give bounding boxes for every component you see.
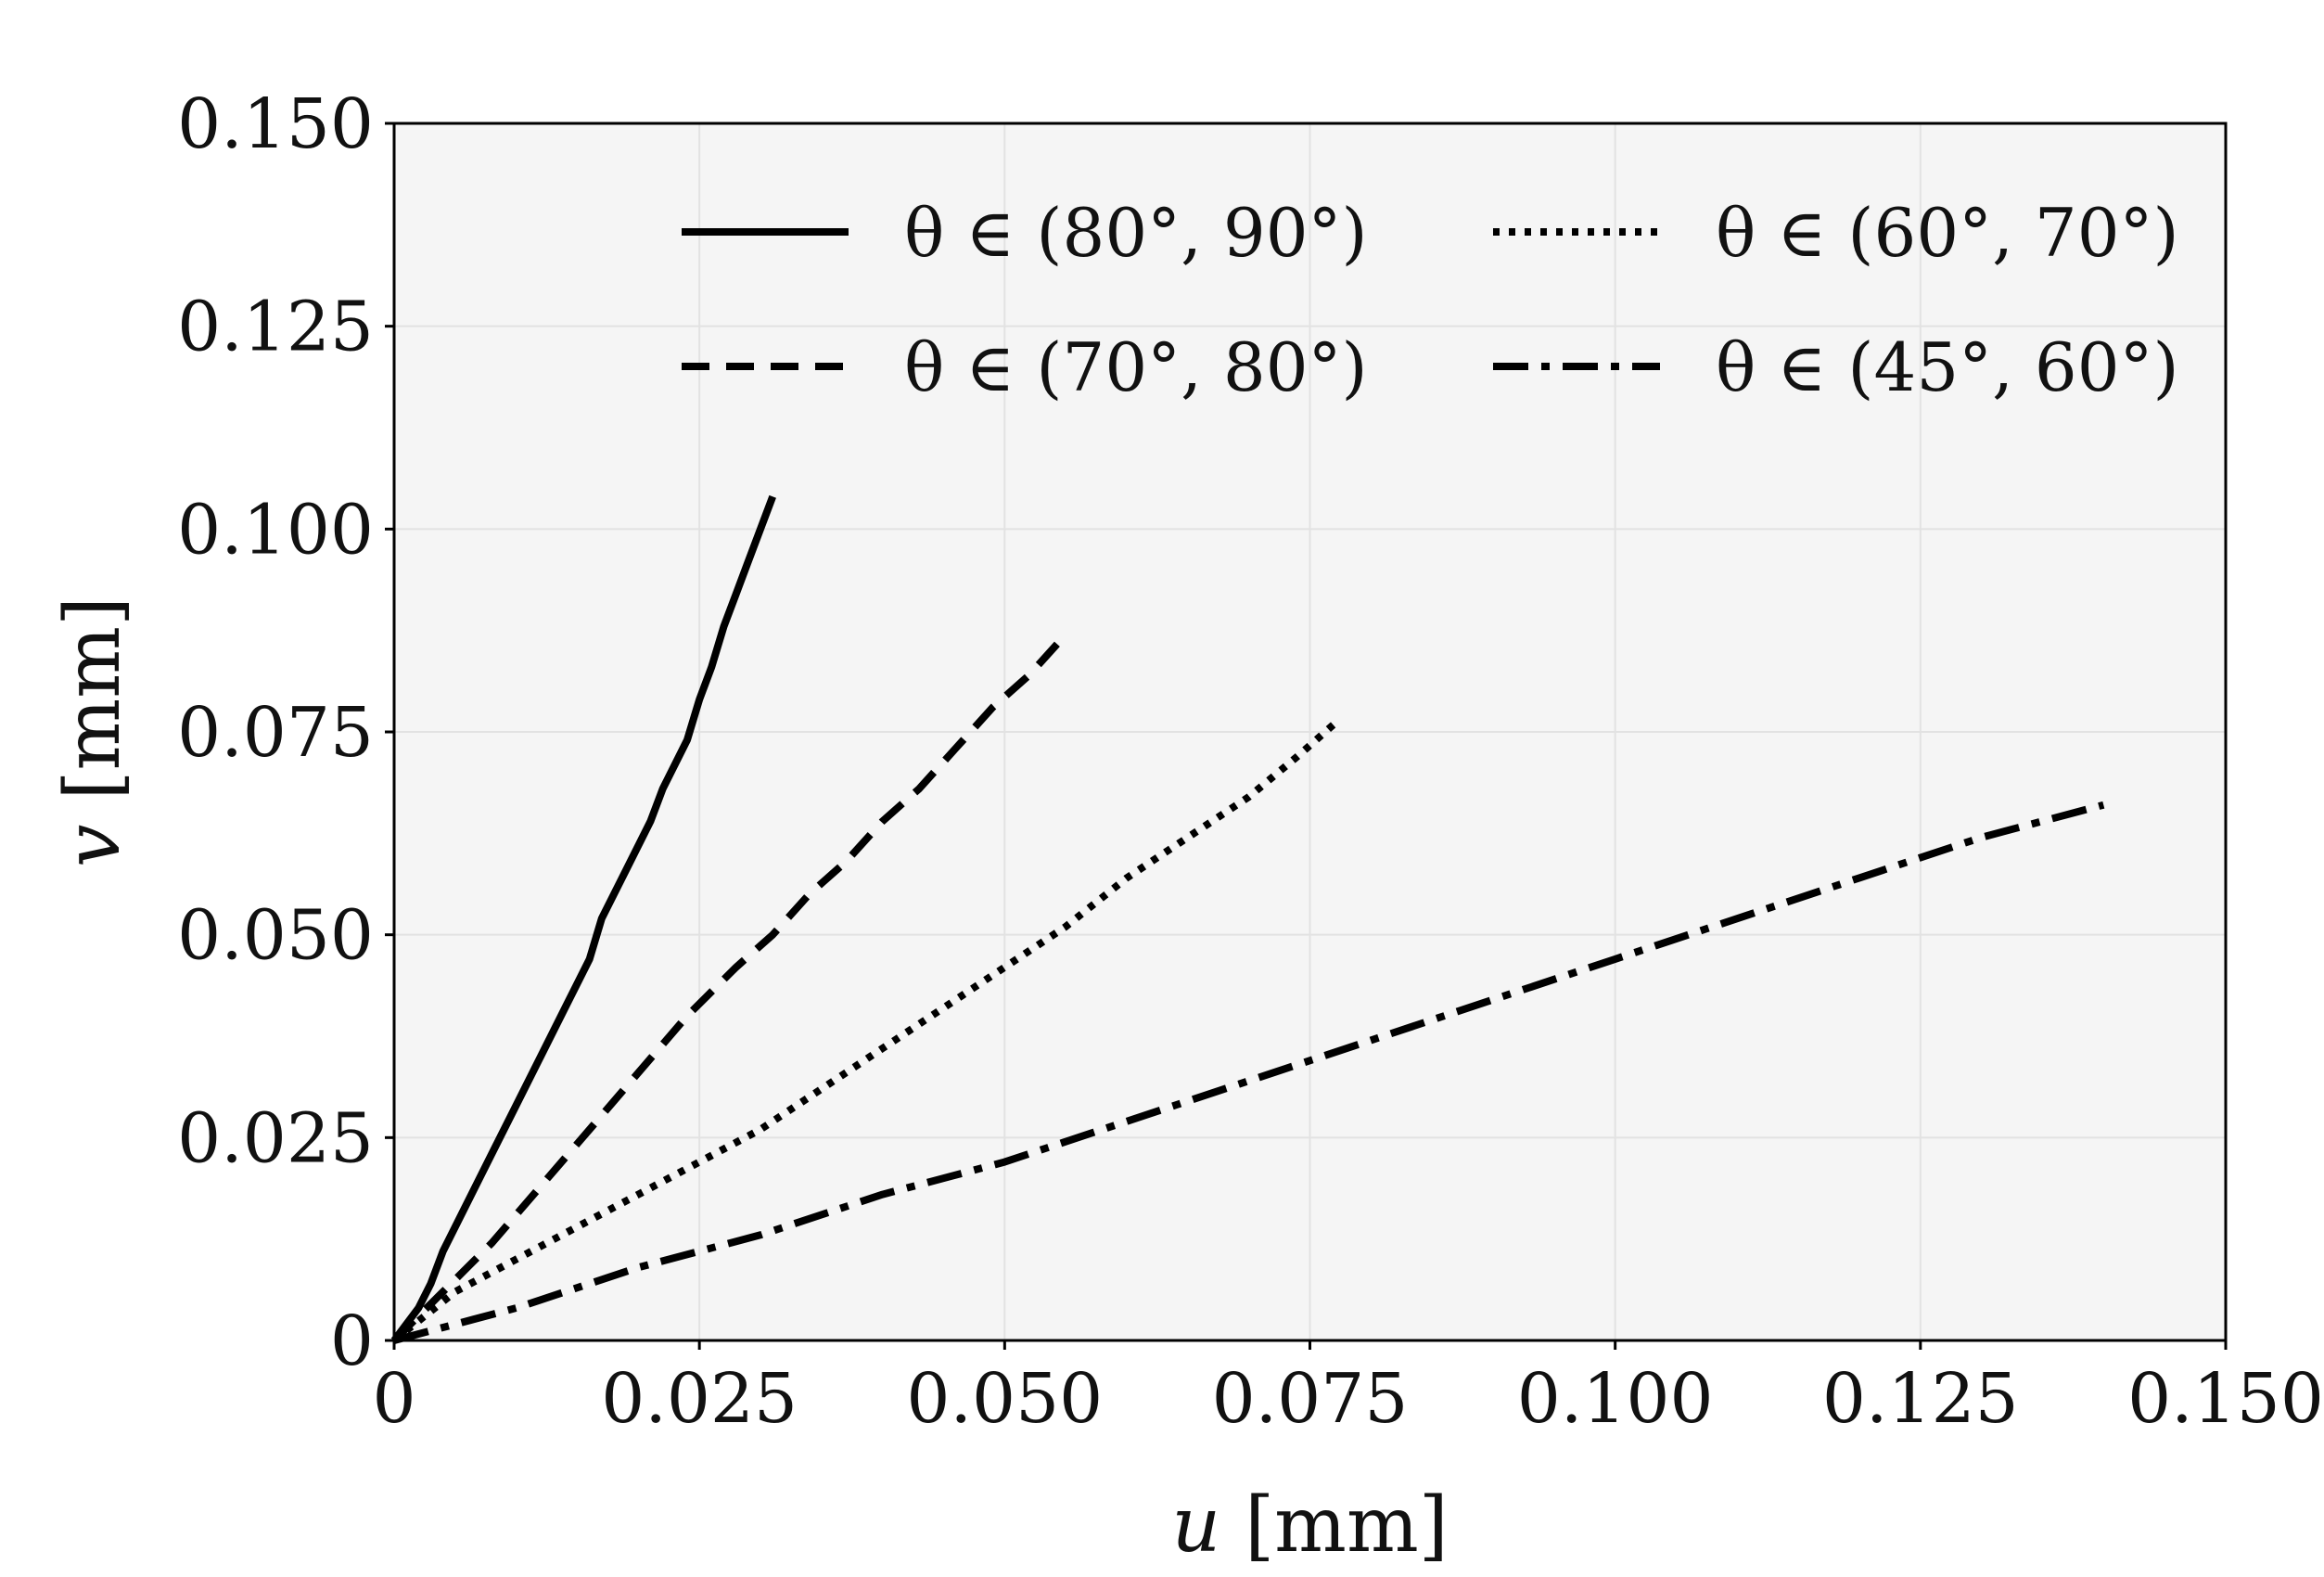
y-tick-label: 0.025 (177, 1098, 374, 1178)
series-layer (390, 494, 2105, 1344)
x-tick-label: 0.075 (1212, 1359, 1409, 1439)
legend-label-60-70: θ ∈ (60°, 70°) (1716, 194, 2179, 272)
series-line-dashed (391, 632, 1069, 1343)
y-tick-label: 0.100 (177, 490, 374, 570)
y-axis-label: v [mm] (49, 596, 137, 867)
x-tick-label: 0 (372, 1359, 415, 1439)
y-tick-label: 0.050 (177, 896, 374, 976)
x-tick-label: 0.050 (906, 1359, 1103, 1439)
legend-label-80-90: θ ∈ (80°, 90°) (904, 194, 1368, 272)
y-tick-label: 0.125 (177, 288, 374, 367)
legend-label-70-80: θ ∈ (70°, 80°) (904, 328, 1368, 406)
x-tick-label: 0.025 (601, 1359, 798, 1439)
y-tick-label: 0.150 (177, 84, 374, 164)
y-axis-unit: [mm] (49, 596, 137, 825)
y-tick-label: 0.075 (177, 693, 374, 773)
ticks: 0 0.025 0.050 0.075 0.100 0.125 0.150 0 0.025 0.0… (177, 84, 2324, 1439)
x-axis-unit: [mm] (1220, 1481, 1449, 1570)
legend: θ ∈ (80°, 90°) θ ∈ (70°, 80°) θ ∈ (60°, … (682, 194, 2179, 406)
y-axis-variable: v (49, 825, 137, 867)
x-tick-label: 0.100 (1517, 1359, 1714, 1439)
x-axis-variable: u (1171, 1481, 1220, 1570)
series-line-dashdot (392, 801, 2105, 1344)
x-tick-label: 0.150 (2127, 1359, 2324, 1439)
x-axis-label: u [mm] (1171, 1481, 1448, 1570)
series-line-dotted (391, 721, 1337, 1344)
y-tick-label: 0 (330, 1301, 374, 1381)
series-line-solid (390, 494, 776, 1343)
x-tick-label: 0.125 (1822, 1359, 2019, 1439)
legend-label-45-60: θ ∈ (45°, 60°) (1716, 328, 2179, 406)
